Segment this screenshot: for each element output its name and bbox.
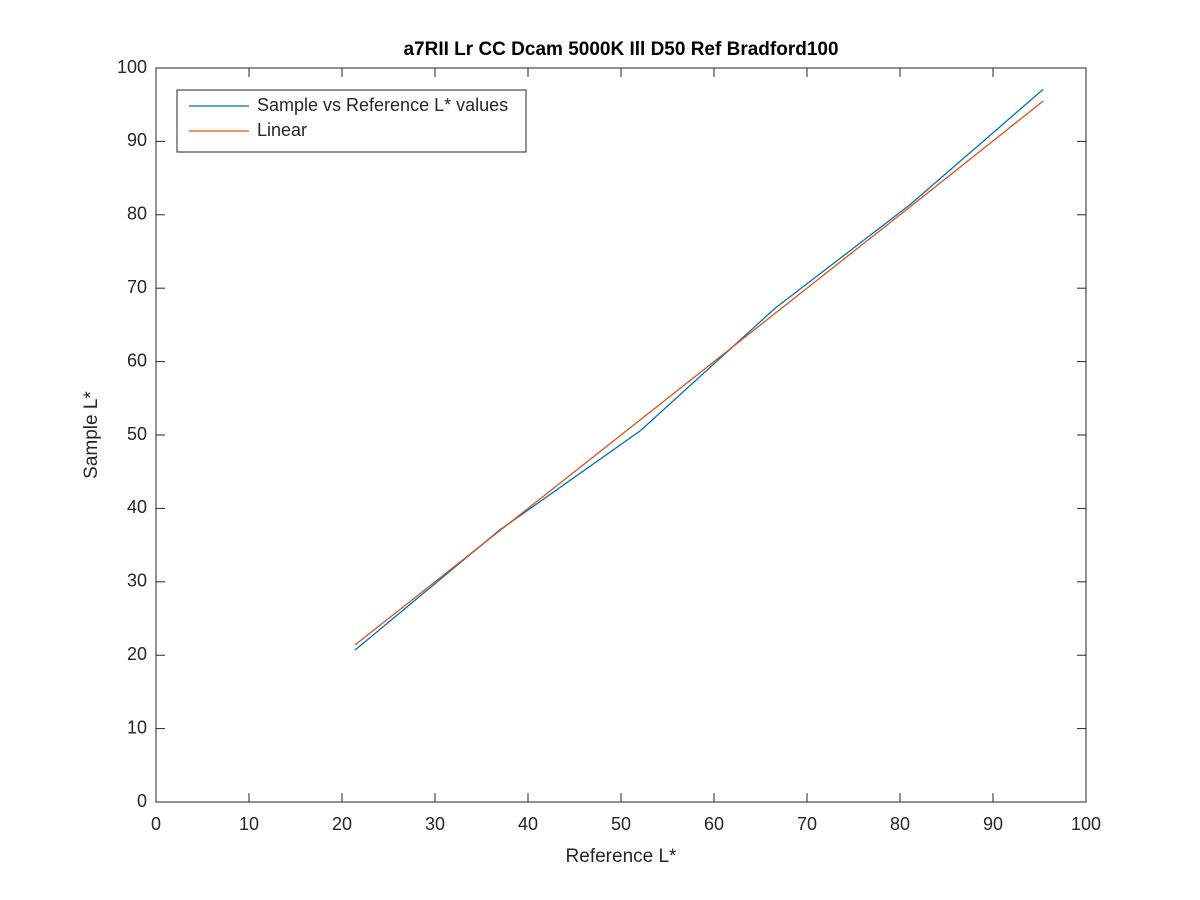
y-tick-label: 20 [127,644,147,664]
y-tick-label: 40 [127,497,147,517]
series-line [354,100,1044,646]
x-axis-label: Reference L* [566,846,678,867]
x-tick-label: 10 [239,814,259,834]
x-tick-label: 20 [332,814,352,834]
x-tick-label: 80 [890,814,910,834]
y-tick-label: 30 [127,571,147,591]
y-tick-label: 0 [137,791,147,811]
x-tick-label: 90 [983,814,1003,834]
legend-label: Sample vs Reference L* values [257,95,508,115]
x-tick-label: 50 [611,814,631,834]
legend-label: Linear [257,120,307,140]
y-tick-label: 80 [127,204,147,224]
legend [176,89,527,153]
y-tick-label: 10 [127,717,147,737]
chart-title: a7RII Lr CC Dcam 5000K Ill D50 Ref Bradf… [403,39,838,60]
x-tick-label: 0 [151,814,161,834]
y-tick-label: 60 [127,350,147,370]
y-tick-label: 70 [127,277,147,297]
x-tick-label: 30 [425,814,445,834]
x-tick-label: 100 [1071,814,1101,834]
x-tick-label: 60 [704,814,724,834]
y-tick-label: 50 [127,424,147,444]
x-tick-label: 40 [518,814,538,834]
y-tick-label: 90 [127,130,147,150]
y-axis-label: Sample L* [81,391,102,479]
x-tick-label: 70 [797,814,817,834]
y-tick-label: 100 [117,57,147,77]
